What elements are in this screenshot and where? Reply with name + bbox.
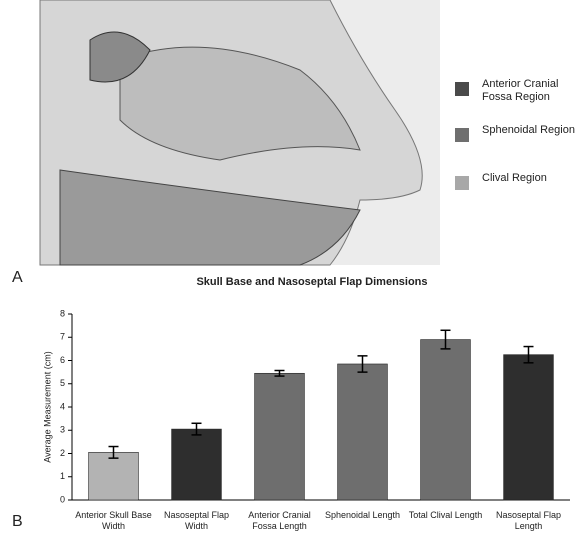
bar [255,373,305,500]
bar [504,355,554,500]
bar [421,340,471,500]
chart-title: Skull Base and Nasoseptal Flap Dimension… [196,276,427,288]
y-tick-label: 6 [60,355,65,365]
y-axis-label: Average Measurement (cm) [42,351,52,462]
bar [338,364,388,500]
x-tick-label: Nasoseptal Flap Width [157,510,237,532]
y-tick-label: 5 [60,378,65,388]
legend-label: Sphenoidal Region [482,124,576,137]
illustration [40,0,440,265]
x-tick-label: Anterior Cranial Fossa Length [240,510,320,532]
bar [89,452,139,500]
legend-swatch [455,82,469,96]
bar [172,429,222,500]
legend-label: Anterior Cranial Fossa Region [482,78,576,104]
figure: A B Skull Base and Nasoseptal Flap Dimen… [0,0,576,537]
y-tick-label: 4 [60,401,65,411]
x-tick-label: Sphenoidal Length [323,510,403,521]
y-tick-label: 8 [60,308,65,318]
legend-label: Clival Region [482,172,576,185]
legend-swatch [455,176,469,190]
y-tick-label: 3 [60,425,65,435]
legend-swatch [455,128,469,142]
y-tick-label: 0 [60,494,65,504]
x-tick-label: Total Clival Length [406,510,486,521]
x-tick-label: Nasoseptal Flap Length [489,510,569,532]
x-tick-label: Anterior Skull Base Width [74,510,154,532]
y-tick-label: 2 [60,448,65,458]
y-tick-label: 1 [60,471,65,481]
panel-label: B [12,513,23,530]
panel-label: A [12,269,23,286]
y-tick-label: 7 [60,332,65,342]
